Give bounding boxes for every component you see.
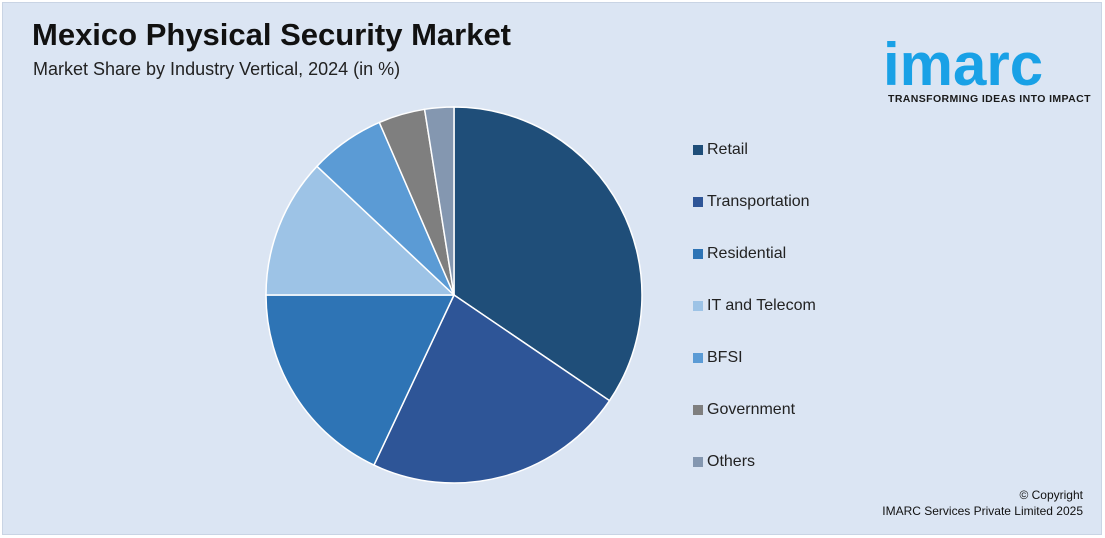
chart-subtitle: Market Share by Industry Vertical, 2024 … (33, 59, 401, 79)
legend-label-transportation: Transportation (707, 193, 810, 210)
legend-swatch-government (693, 405, 703, 415)
imarc-logo: imarc (883, 31, 1043, 98)
pie-slice-retail (453, 106, 643, 402)
legend-swatch-others (693, 457, 703, 467)
legend-item-bfsi: BFSI (693, 347, 743, 369)
logo-tagline: TRANSFORMING IDEAS INTO IMPACT (888, 93, 1091, 105)
copyright-notice: © Copyright IMARC Services Private Limit… (882, 487, 1083, 519)
pie-slice-it-and-telecom (265, 165, 456, 296)
legend-item-others: Others (693, 451, 755, 473)
pie-slice-others (423, 106, 455, 296)
legend-label-residential: Residential (707, 245, 787, 262)
legend-swatch-transportation (693, 197, 703, 207)
legend-label-retail: Retail (707, 141, 748, 158)
legend-item-residential: Residential (693, 243, 786, 265)
legend-label-others: Others (707, 453, 756, 470)
pie-slice-residential (265, 294, 456, 467)
logo-wordmark: imarc (883, 31, 1043, 98)
legend-label-government: Government (707, 401, 796, 418)
legend-item-transportation: Transportation (693, 191, 810, 213)
chart-title: Mexico Physical Security Market (32, 17, 512, 52)
legend-swatch-it-and-telecom (693, 301, 703, 311)
legend-item-it-and-telecom: IT and Telecom (693, 295, 816, 317)
pie-slice-transportation (372, 293, 611, 484)
legend-item-retail: Retail (693, 139, 748, 161)
legend-swatch-retail (693, 145, 703, 155)
legend-swatch-residential (693, 249, 703, 259)
pie-chart (265, 106, 643, 484)
legend-swatch-bfsi (693, 353, 703, 363)
copyright-line-2: IMARC Services Private Limited 2025 (882, 504, 1083, 518)
legend-item-government: Government (693, 399, 795, 421)
copyright-line-1: © Copyright (1019, 488, 1083, 502)
legend-label-bfsi: BFSI (707, 349, 743, 366)
legend-label-it-and-telecom: IT and Telecom (707, 297, 816, 314)
